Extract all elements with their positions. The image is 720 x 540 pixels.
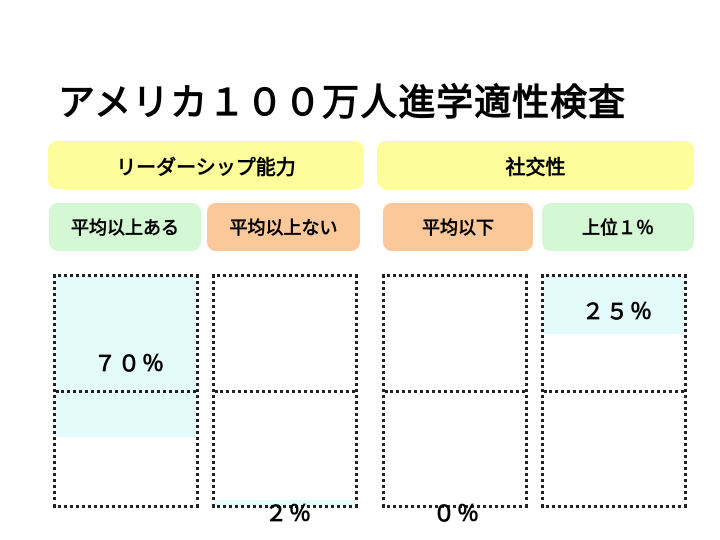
data-label-not-above-average: ２％ [265, 502, 314, 527]
page-title: アメリカ１００万人進学適性検査 [58, 81, 627, 124]
category-label-top-one-percent: 上位１％ [542, 203, 694, 251]
bar-fill-above-average [56, 277, 196, 437]
midline [215, 390, 355, 393]
midline [544, 390, 684, 393]
bar-panel-not-above-average [212, 274, 358, 508]
category-label-not-above-average: 平均以上ない [207, 203, 360, 251]
data-label-above-average: ７０％ [94, 352, 167, 377]
data-label-top-one-percent: ２５％ [582, 300, 655, 325]
group-header-sociability: 社交性 [377, 141, 694, 189]
bar-fill-not-above-average [215, 500, 355, 505]
category-label-below-average: 平均以下 [383, 203, 533, 251]
midline [385, 390, 525, 393]
bar-fill-top-one-percent [544, 277, 684, 334]
bar-panel-top-one-percent [541, 274, 687, 508]
bar-panel-above-average [53, 274, 199, 508]
category-label-above-average: 平均以上ある [49, 203, 201, 251]
data-label-below-average: ０％ [433, 502, 482, 527]
group-header-leadership: リーダーシップ能力 [48, 141, 364, 189]
midline [56, 390, 196, 393]
bar-panel-below-average [382, 274, 528, 508]
